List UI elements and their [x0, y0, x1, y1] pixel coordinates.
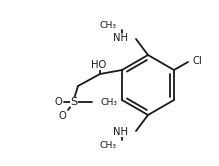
Text: S: S	[70, 97, 78, 107]
Text: O: O	[58, 111, 66, 121]
Text: CH₃: CH₃	[100, 20, 117, 30]
Text: Cl: Cl	[193, 56, 203, 66]
Text: NH: NH	[113, 33, 128, 43]
Text: O: O	[54, 97, 62, 107]
Text: NH: NH	[113, 127, 128, 137]
Text: CH₃: CH₃	[100, 140, 117, 150]
Text: CH₃: CH₃	[100, 97, 117, 107]
Text: HO: HO	[91, 60, 107, 70]
